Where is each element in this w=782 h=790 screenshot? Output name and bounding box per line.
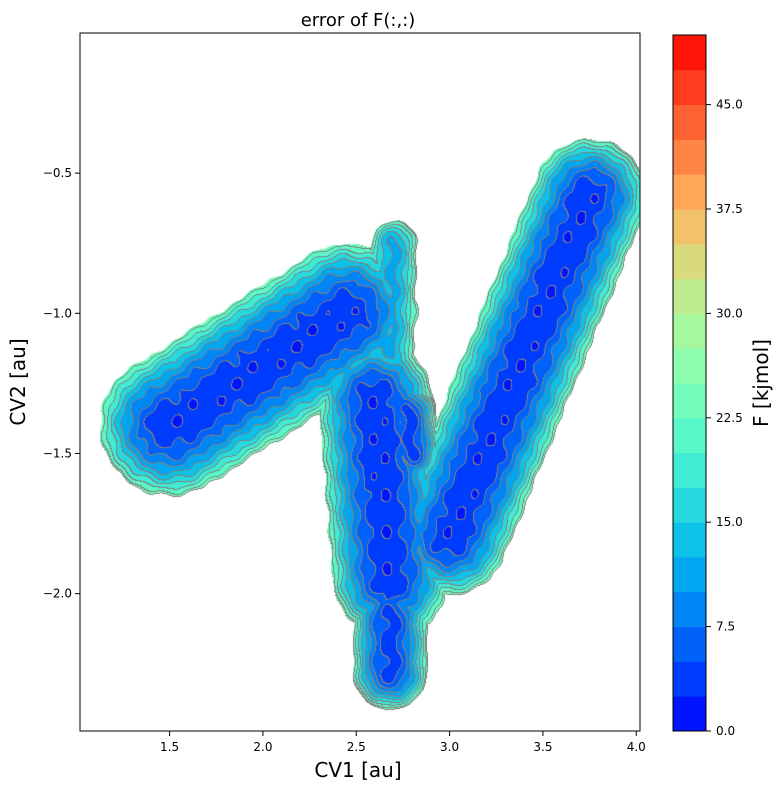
- colorbar-tick-label: 0.0: [716, 724, 735, 738]
- contour-field: [80, 33, 640, 731]
- x-tick-label: 3.0: [440, 740, 459, 754]
- x-axis: 1.5 2.0 2.5 3.0 3.5 4.0: [160, 731, 646, 754]
- x-tick-label: 3.5: [533, 740, 552, 754]
- colorbar-band: [673, 696, 706, 732]
- colorbar-tick-label: 22.5: [716, 411, 743, 425]
- colorbar-tick-label: 7.5: [716, 620, 735, 634]
- colorbar-band: [673, 174, 706, 210]
- x-axis-label: CV1 [au]: [314, 758, 401, 782]
- y-axis: −0.5 −1.0 −1.5 −2.0: [43, 166, 80, 601]
- colorbar-band: [673, 661, 706, 697]
- y-tick-label: −1.0: [43, 306, 72, 320]
- plot-frame: [79, 32, 641, 732]
- colorbar-band: [673, 139, 706, 175]
- colorbar-band: [673, 417, 706, 454]
- chart-title: error of F(:,:): [301, 10, 416, 31]
- colorbar-tick-label: 45.0: [716, 98, 743, 112]
- colorbar-tick-label: 15.0: [716, 515, 743, 529]
- x-tick-label: 2.0: [253, 740, 272, 754]
- colorbar-band: [673, 209, 706, 245]
- y-axis-label: CV2 [au]: [6, 338, 30, 425]
- colorbar-band: [673, 626, 706, 662]
- colorbar-band: [673, 69, 706, 106]
- y-tick-label: −1.5: [43, 446, 72, 460]
- x-tick-label: 1.5: [160, 740, 179, 754]
- colorbar-band: [673, 348, 706, 384]
- colorbar-band: [673, 522, 706, 558]
- colorbar-band: [673, 487, 706, 523]
- colorbar-band: [673, 313, 706, 349]
- colorbar-band: [673, 243, 706, 280]
- colorbar-label: F [kjmol]: [749, 339, 773, 427]
- y-tick-label: −2.0: [43, 587, 72, 601]
- y-tick-label: −0.5: [43, 166, 72, 180]
- colorbar-band: [673, 278, 706, 314]
- colorbar-band: [673, 557, 706, 593]
- colorbar-band: [673, 104, 706, 140]
- colorbar-band: [673, 383, 706, 419]
- x-tick-label: 4.0: [627, 740, 646, 754]
- colorbar-band: [673, 35, 706, 71]
- colorbar-band: [673, 591, 706, 628]
- colorbar-frame: [672, 34, 707, 732]
- colorbar-band: [673, 452, 706, 488]
- x-tick-label: 2.5: [347, 740, 366, 754]
- colorbar-tick-label: 30.0: [716, 306, 743, 320]
- colorbar-tick-label: 37.5: [716, 202, 743, 216]
- colorbar: 0.0 7.5 15.0 22.5 30.0 37.5 45.0: [672, 34, 743, 738]
